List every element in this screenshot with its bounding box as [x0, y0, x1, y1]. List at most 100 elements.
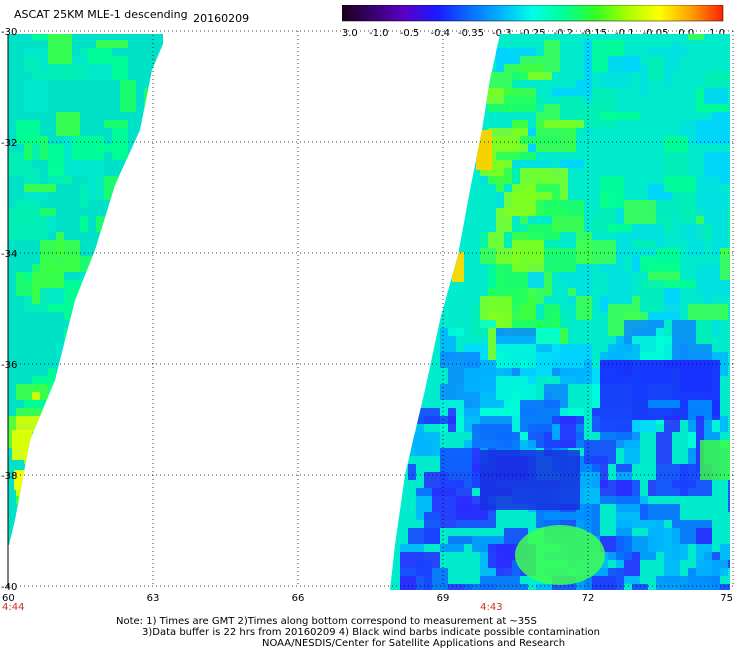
wind-cell — [472, 64, 480, 88]
wind-cell — [128, 264, 144, 288]
wind-cell — [656, 592, 688, 608]
wind-cell — [120, 248, 136, 264]
wind-cell — [608, 272, 632, 304]
colorbar-tick-label: -0.25 — [520, 28, 546, 39]
colorbar-legend: -3.0-1.0-0.5-0.4-0.35-0.3-0.25-0.2-0.15-… — [342, 5, 725, 39]
wind-cell — [600, 176, 624, 208]
lat-tick-label: -32 — [1, 138, 17, 149]
wind-cell — [656, 328, 664, 352]
wind-cell — [512, 192, 552, 200]
wind-cell — [144, 208, 163, 232]
wind-cell — [56, 464, 88, 488]
wind-cell — [664, 416, 680, 432]
swath-time-label: 4:43 — [480, 602, 502, 613]
swath-right — [390, 34, 730, 608]
wind-cell — [144, 216, 152, 232]
wind-cell — [120, 80, 136, 112]
note-line-1: Note: 1) Times are GMT 2)Times along bot… — [116, 616, 537, 627]
wind-cell — [568, 288, 576, 296]
wind-cell — [616, 536, 632, 560]
wind-cell — [664, 176, 696, 192]
wind-cell — [56, 448, 80, 472]
wind-cell — [544, 408, 584, 416]
wind-cell — [504, 96, 536, 112]
wind-cell — [88, 48, 112, 64]
wind-cell — [48, 456, 80, 480]
colorbar-tick-label: 0.0 — [678, 28, 694, 39]
wind-cell — [48, 456, 64, 464]
wind-cell — [696, 528, 712, 544]
wind-cell — [528, 72, 552, 80]
wind-cell — [432, 488, 472, 512]
lat-tick-label: -36 — [1, 360, 17, 371]
wind-cell — [72, 304, 88, 320]
wind-cell — [144, 272, 152, 288]
wind-cell — [608, 224, 632, 232]
colorbar-tick-label: -0.2 — [553, 28, 573, 39]
wind-cell — [680, 224, 704, 240]
wind-cell — [696, 120, 712, 144]
wind-cell — [56, 384, 88, 408]
wind-cell — [600, 72, 632, 88]
wind-cell — [544, 272, 552, 296]
lat-tick-label: -34 — [1, 249, 17, 260]
wind-cell — [488, 232, 504, 248]
product-date: 20160209 — [193, 12, 250, 25]
wind-cell — [56, 488, 96, 520]
wind-cell — [24, 80, 48, 112]
wind-cell — [576, 296, 592, 320]
wind-cell — [592, 408, 632, 432]
product-name: ASCAT 25KM MLE-1 descending — [14, 8, 188, 21]
wind-cell — [656, 576, 696, 590]
wind-cell — [640, 504, 680, 520]
wind-cell — [704, 72, 728, 88]
wind-cell — [80, 328, 112, 352]
wind-cell — [16, 120, 40, 144]
wind-cell — [608, 56, 640, 72]
wind-cell — [512, 560, 520, 584]
wind-cell — [696, 416, 704, 440]
wind-cell — [664, 56, 672, 88]
wind-cell — [48, 472, 80, 496]
wind-cell — [440, 512, 456, 528]
wind-cell — [144, 144, 160, 160]
wind-cell — [32, 464, 48, 472]
wind-cell — [96, 144, 128, 152]
wind-cell — [96, 248, 120, 256]
wind-cell — [648, 520, 664, 536]
wind-cell — [72, 344, 88, 360]
wind-cell — [624, 232, 632, 256]
wind-cell — [496, 48, 512, 64]
wind-cell — [664, 152, 688, 176]
wind-cell — [696, 560, 728, 576]
wind-cell — [536, 584, 552, 590]
wind-cell — [488, 104, 512, 112]
wind-cell — [40, 480, 80, 504]
wind-cell — [560, 160, 584, 168]
note-line-3: NOAA/NESDIS/Center for Satellite Applica… — [262, 638, 566, 649]
wind-cell — [96, 216, 112, 232]
wind-cell — [144, 256, 163, 288]
lon-tick-label: 75 — [720, 593, 733, 604]
wind-cell — [536, 240, 560, 248]
wind-cell — [624, 200, 656, 224]
wind-cell — [600, 480, 632, 496]
wind-cell — [480, 80, 488, 96]
wind-cell — [56, 112, 80, 136]
wind-cell — [128, 176, 160, 208]
wind-cell — [712, 112, 730, 144]
wind-cell — [712, 216, 728, 248]
wind-cell — [24, 192, 48, 200]
colorbar-tick-label: -3.0 — [342, 28, 358, 39]
wind-cell — [440, 544, 464, 552]
lon-tick-label: 60 — [2, 593, 15, 604]
wind-cell — [40, 464, 80, 472]
wind-cell — [672, 320, 696, 344]
wind-cell — [552, 88, 576, 96]
wind-cell — [448, 408, 456, 432]
wind-cell — [56, 232, 64, 256]
wind-cell — [160, 184, 163, 208]
wind-cell — [728, 208, 730, 240]
wind-cell — [48, 34, 72, 64]
